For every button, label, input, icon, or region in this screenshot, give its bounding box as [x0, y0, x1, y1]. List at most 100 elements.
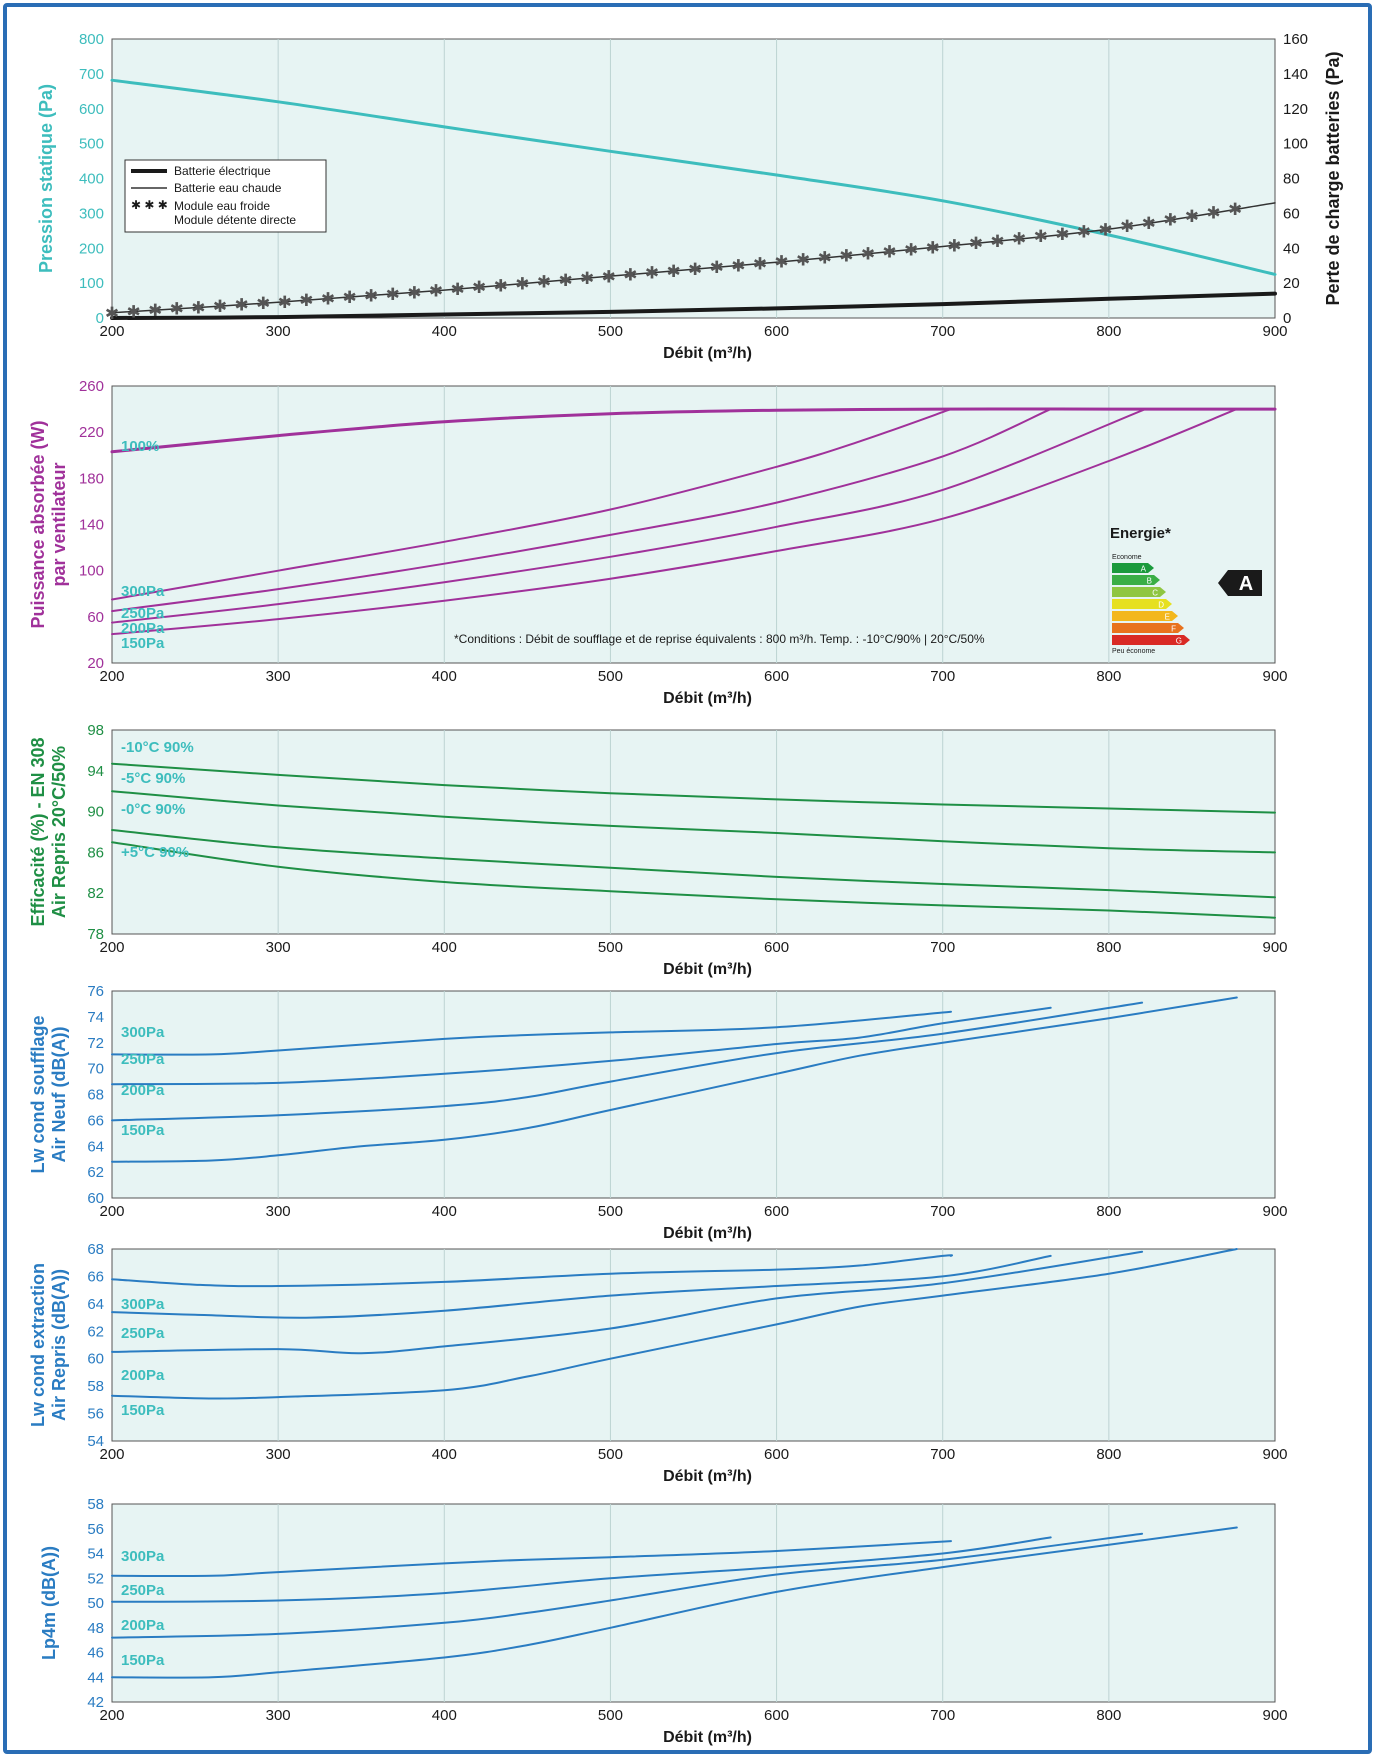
series-label: 250Pa	[121, 605, 165, 622]
star-marker: ✱	[450, 280, 464, 300]
star-marker: ✱	[1228, 200, 1242, 220]
x-tick-label: 900	[1262, 668, 1287, 685]
x-tick-label: 800	[1096, 1707, 1121, 1724]
x-tick-label: 200	[99, 323, 124, 340]
y-tick-label: 44	[87, 1669, 104, 1686]
y-axis-title: Puissance absorbée (W)	[28, 420, 48, 628]
series-label: 200Pa	[121, 1617, 165, 1634]
star-marker: ✱	[926, 238, 940, 258]
x-tick-label: 900	[1262, 1707, 1287, 1724]
y-tick-label: 76	[87, 983, 104, 1000]
star-marker: ✱	[191, 298, 205, 318]
series-line	[111, 1532, 1144, 1639]
series-label: -10°C 90%	[121, 739, 194, 756]
star-marker: ✱	[494, 276, 508, 296]
x-tick-label: 700	[930, 1707, 955, 1724]
x-tick-label: 300	[266, 939, 291, 956]
star-marker: ✱	[1206, 204, 1220, 224]
series-markers: ✱ ✱ ✱ ✱ ✱ ✱ ✱ ✱ ✱ ✱ ✱ ✱ ✱ ✱ ✱ ✱ ✱ ✱ ✱ ✱ ✱ ✱ ✱ ✱ ✱ ✱ ✱ ✱ ✱ ✱ ✱ ✱ ✱ ✱ ✱ ✱ ✱ ✱ ✱ ✱…	[105, 200, 1242, 324]
x-tick-label: 200	[99, 939, 124, 956]
star-marker: ✱	[623, 265, 637, 285]
star-marker: ✱	[1098, 220, 1112, 240]
x-tick-label: 900	[1262, 323, 1287, 340]
legend-entry: Batterie électrique	[174, 164, 271, 178]
x-tick-label: 700	[930, 1446, 955, 1463]
star-marker: ✱	[947, 236, 961, 256]
x-tick-label: 600	[764, 1203, 789, 1220]
series-label: 250Pa	[121, 1051, 165, 1068]
star-marker: ✱	[515, 275, 529, 295]
star-marker: ✱	[148, 301, 162, 321]
star-marker: ✱	[882, 243, 896, 263]
energy-class-letter: A	[1141, 565, 1147, 574]
y-axis-title: Pression statique (Pa)	[36, 84, 56, 273]
star-marker: ✱	[1142, 214, 1156, 234]
y-tick-label: 60	[87, 1351, 104, 1368]
x-axis-title: Débit (m³/h)	[663, 1225, 752, 1242]
x-axis-title: Débit (m³/h)	[663, 1468, 752, 1485]
star-marker: ✱	[753, 255, 767, 275]
x-tick-label: 300	[266, 1707, 291, 1724]
star-marker: ✱	[537, 273, 551, 293]
series-label: 150Pa	[121, 635, 165, 652]
energy-class-letter: F	[1171, 625, 1176, 634]
y-tick-label: 72	[87, 1035, 104, 1052]
series-line	[111, 1254, 954, 1288]
y-tick-label: 74	[87, 1009, 104, 1026]
y2-tick-label: 140	[1283, 66, 1308, 83]
star-marker: ✱	[774, 253, 788, 273]
series-line	[111, 1250, 1144, 1355]
x-tick-label: 500	[598, 939, 623, 956]
series-line	[110, 291, 1277, 320]
star-marker: ✱	[818, 249, 832, 269]
y-tick-label: 90	[87, 804, 104, 821]
x-axis-title: Débit (m³/h)	[663, 690, 752, 707]
series-line	[111, 1254, 1052, 1319]
star-marker: ✱	[1012, 229, 1026, 249]
x-tick-label: 700	[930, 939, 955, 956]
y-tick-label: 260	[79, 378, 104, 395]
y2-tick-label: 0	[1283, 310, 1291, 327]
series-line	[111, 1248, 1238, 1400]
x-tick-label: 400	[432, 323, 457, 340]
y-tick-label: 300	[79, 205, 104, 222]
series-label: -5°C 90%	[121, 770, 185, 787]
x-axis-title: Débit (m³/h)	[663, 961, 752, 978]
y-tick-label: 82	[87, 885, 104, 902]
legend-entry: Batterie eau chaude	[174, 181, 282, 195]
star-marker: ✱	[710, 258, 724, 278]
x-tick-label: 300	[266, 668, 291, 685]
series-line	[111, 841, 1276, 919]
series-line	[111, 408, 1147, 624]
series-label: 200Pa	[121, 1367, 165, 1384]
star-marker: ✱	[1120, 217, 1134, 237]
series-line	[111, 408, 952, 601]
series-label: +5°C 90%	[121, 844, 189, 861]
star-marker: ✱	[364, 286, 378, 306]
series-line	[111, 1540, 952, 1578]
x-tick-label: 400	[432, 1203, 457, 1220]
y2-tick-label: 160	[1283, 31, 1308, 48]
series-label: 250Pa	[121, 1582, 165, 1599]
y2-tick-label: 60	[1283, 205, 1300, 222]
legend-entry: Module eau froide	[174, 199, 270, 213]
series-line	[111, 762, 1276, 814]
y-tick-label: 52	[87, 1570, 104, 1587]
energy-bar-b	[1112, 575, 1160, 585]
y-tick-label: 500	[79, 136, 104, 153]
star-marker: ✱	[1077, 223, 1091, 243]
series-line	[111, 996, 1238, 1163]
series-line	[111, 790, 1276, 854]
y-axis-title: Lw cond extraction	[28, 1263, 48, 1427]
y-tick-label: 42	[87, 1694, 104, 1711]
x-tick-label: 200	[99, 1707, 124, 1724]
y-tick-label: 86	[87, 844, 104, 861]
y-tick-label: 68	[87, 1241, 104, 1258]
y2-tick-label: 80	[1283, 171, 1300, 188]
x-tick-label: 300	[266, 323, 291, 340]
x-tick-label: 400	[432, 668, 457, 685]
y-tick-label: 66	[87, 1112, 104, 1129]
y2-tick-label: 120	[1283, 101, 1308, 118]
energy-bar-a	[1112, 563, 1154, 573]
